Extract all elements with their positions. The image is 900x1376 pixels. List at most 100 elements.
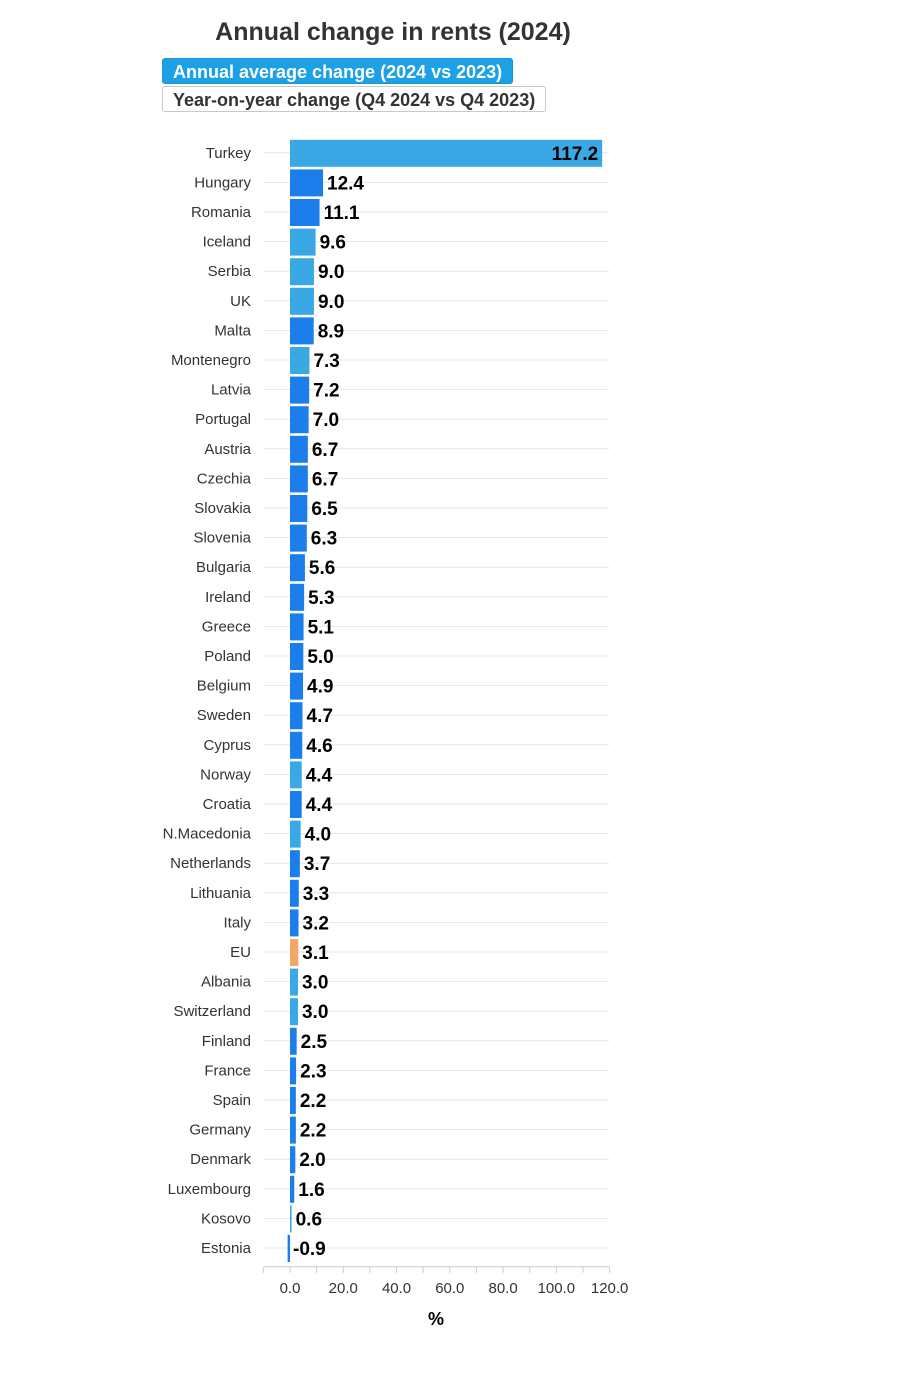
category-label: Hungary bbox=[194, 174, 251, 191]
x-tick-label: 60.0 bbox=[435, 1280, 464, 1297]
chart-title: Annual change in rents (2024) bbox=[215, 18, 571, 46]
data-label: 4.7 bbox=[307, 706, 333, 727]
data-label: 12.4 bbox=[327, 173, 364, 194]
category-label: Austria bbox=[204, 441, 251, 458]
category-label: Italy bbox=[223, 914, 251, 931]
toggle-annual-average-button[interactable]: Annual average change (2024 vs 2023) bbox=[162, 58, 514, 84]
category-label: Croatia bbox=[203, 796, 252, 813]
category-label: Lithuania bbox=[190, 885, 252, 902]
bar bbox=[290, 1027, 297, 1055]
bar bbox=[290, 998, 298, 1026]
data-label: 4.0 bbox=[305, 825, 331, 846]
x-tick-label: 20.0 bbox=[329, 1280, 358, 1297]
bar bbox=[290, 495, 308, 522]
bar bbox=[290, 1087, 296, 1114]
data-label: 5.6 bbox=[309, 558, 335, 579]
x-tick-label: 120.0 bbox=[591, 1280, 629, 1297]
data-label: 6.3 bbox=[311, 529, 337, 550]
bar bbox=[290, 731, 303, 759]
bar bbox=[290, 761, 302, 789]
bar bbox=[290, 1175, 295, 1203]
bar bbox=[290, 968, 298, 996]
data-label: 5.0 bbox=[307, 647, 333, 668]
bar bbox=[290, 613, 304, 641]
category-label: Denmark bbox=[190, 1151, 251, 1168]
category-label: UK bbox=[230, 293, 251, 310]
x-axis-label: % bbox=[428, 1309, 444, 1329]
x-tick-label: 100.0 bbox=[538, 1280, 576, 1297]
category-label: Turkey bbox=[206, 145, 252, 162]
category-label: Ireland bbox=[205, 589, 251, 606]
category-label: Latvia bbox=[211, 382, 252, 399]
bar bbox=[290, 317, 314, 345]
data-label: 5.3 bbox=[308, 588, 334, 609]
category-label: Albania bbox=[201, 974, 252, 991]
data-label: 5.1 bbox=[308, 617, 335, 638]
bar bbox=[290, 465, 308, 493]
data-label: 9.0 bbox=[318, 262, 344, 283]
bar bbox=[290, 406, 309, 434]
bar bbox=[290, 702, 303, 730]
bar bbox=[290, 347, 310, 374]
category-label: Estonia bbox=[201, 1240, 252, 1257]
category-label: Cyprus bbox=[203, 737, 251, 754]
category-label: Spain bbox=[213, 1092, 251, 1109]
data-label: 4.4 bbox=[306, 795, 333, 816]
bar bbox=[290, 850, 300, 878]
category-label: France bbox=[204, 1062, 251, 1079]
data-label: 6.5 bbox=[311, 499, 338, 520]
data-label: 3.0 bbox=[302, 1002, 328, 1023]
category-label: EU bbox=[230, 944, 251, 961]
category-label: Iceland bbox=[203, 234, 251, 251]
data-label: 6.7 bbox=[312, 469, 338, 490]
data-label: 6.7 bbox=[312, 440, 338, 461]
data-label: 4.9 bbox=[307, 677, 333, 698]
bar bbox=[290, 554, 305, 582]
category-label: Netherlands bbox=[170, 855, 251, 872]
category-label: Montenegro bbox=[171, 352, 251, 369]
toggle-year-on-year-button[interactable]: Year-on-year change (Q4 2024 vs Q4 2023) bbox=[162, 86, 547, 112]
bar bbox=[290, 169, 324, 197]
bar bbox=[290, 258, 314, 286]
bar bbox=[290, 643, 304, 670]
category-label: Portugal bbox=[195, 411, 251, 428]
data-label: 8.9 bbox=[318, 321, 344, 342]
category-label: Kosovo bbox=[201, 1210, 251, 1227]
bar bbox=[290, 139, 603, 167]
data-label: 3.3 bbox=[303, 884, 329, 905]
data-label: 9.0 bbox=[318, 292, 344, 313]
category-label: Slovenia bbox=[193, 530, 251, 547]
x-tick-label: 0.0 bbox=[280, 1280, 301, 1297]
category-label: N.Macedonia bbox=[163, 826, 252, 843]
bar bbox=[290, 583, 305, 611]
data-label: 11.1 bbox=[324, 203, 360, 224]
bar bbox=[290, 909, 299, 937]
bar bbox=[290, 376, 310, 404]
bar bbox=[290, 287, 314, 315]
data-label: 2.0 bbox=[299, 1150, 325, 1171]
category-label: Serbia bbox=[208, 263, 252, 280]
bar bbox=[290, 879, 299, 907]
bar bbox=[290, 1057, 297, 1085]
bar bbox=[290, 1205, 292, 1233]
data-label: 4.6 bbox=[306, 736, 332, 757]
category-label: Luxembourg bbox=[168, 1181, 251, 1198]
category-label: Sweden bbox=[197, 707, 251, 724]
data-label: 3.0 bbox=[302, 973, 328, 994]
category-label: Malta bbox=[214, 322, 251, 339]
category-label: Romania bbox=[191, 204, 252, 221]
data-label: 7.0 bbox=[313, 410, 339, 431]
category-label: Greece bbox=[202, 618, 251, 635]
category-label: Norway bbox=[200, 766, 251, 783]
bar bbox=[290, 791, 302, 818]
bar bbox=[290, 524, 307, 552]
category-label: Bulgaria bbox=[196, 559, 252, 576]
data-label: 7.3 bbox=[313, 351, 339, 372]
category-label: Czechia bbox=[197, 470, 252, 487]
bar bbox=[290, 1146, 296, 1174]
category-label: Poland bbox=[204, 648, 251, 665]
bar bbox=[290, 1116, 296, 1144]
x-tick-label: 80.0 bbox=[488, 1280, 517, 1297]
bar bbox=[290, 820, 301, 848]
bar bbox=[290, 199, 320, 226]
